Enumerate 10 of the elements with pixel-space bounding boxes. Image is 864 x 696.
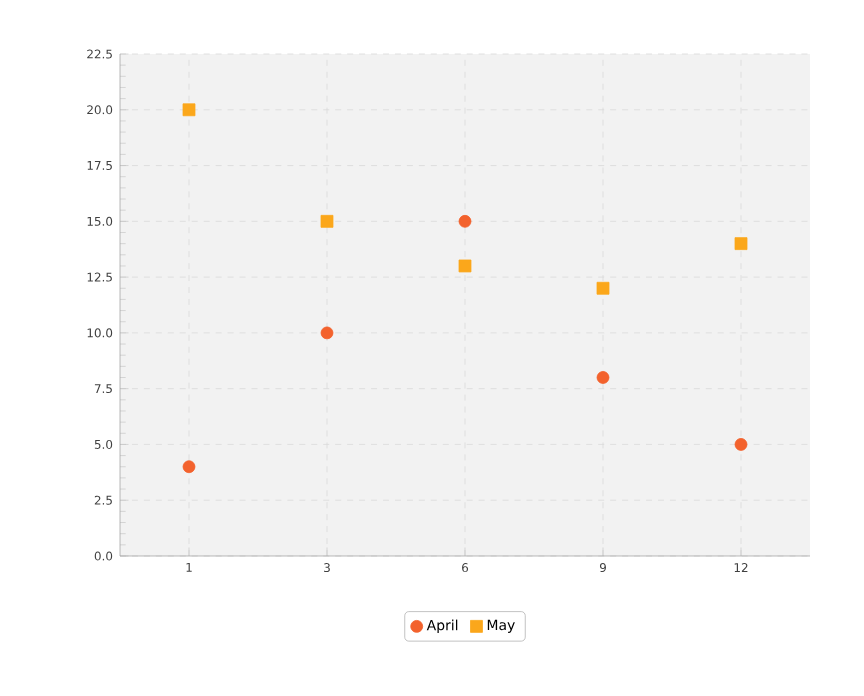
point [182,460,196,474]
point [320,214,334,228]
point [458,259,472,273]
point [734,438,748,451]
point [734,237,748,251]
point [182,103,196,117]
point [320,326,334,340]
point [596,371,610,384]
point [596,281,610,295]
point [458,214,472,228]
